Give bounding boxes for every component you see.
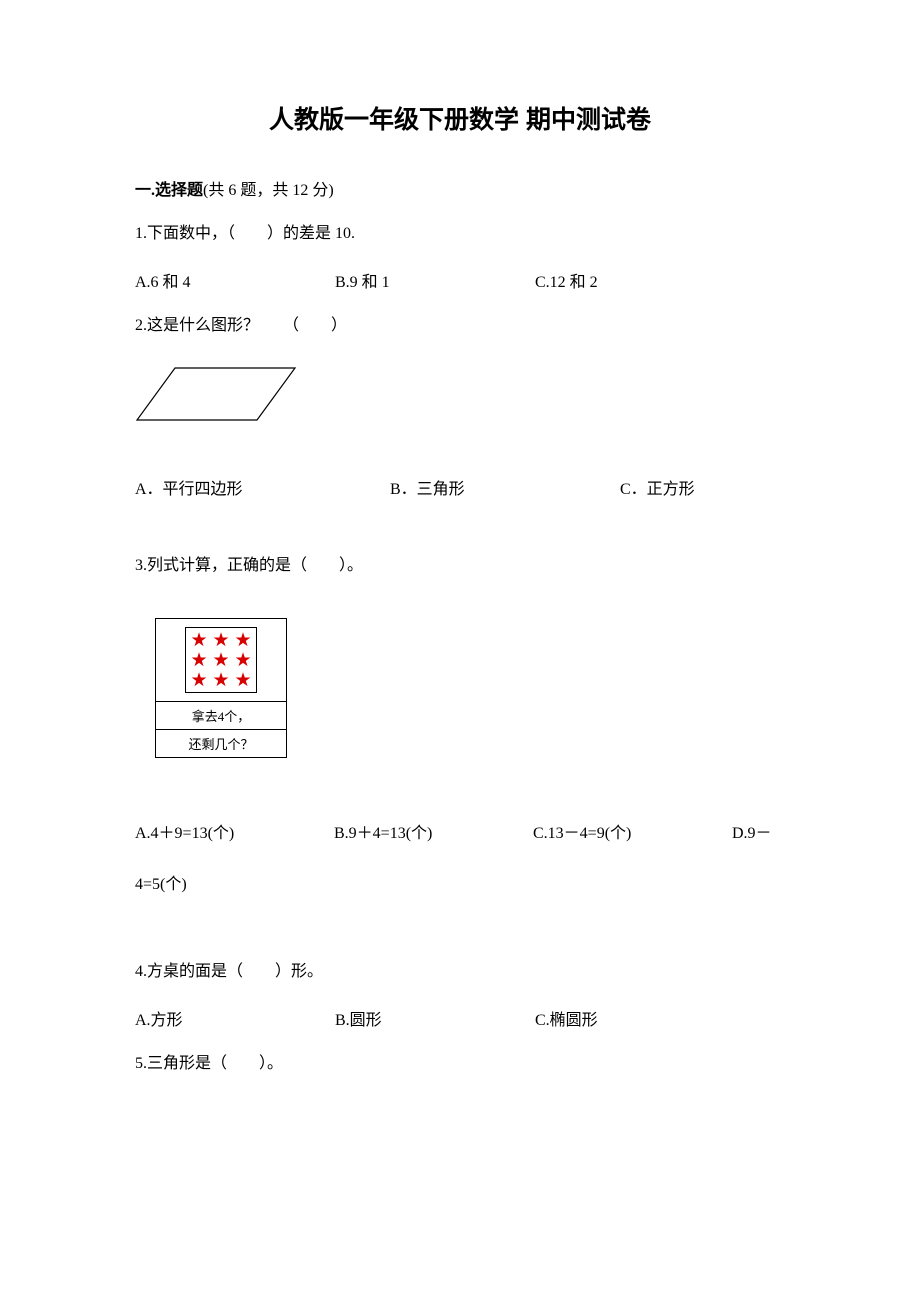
q3-options: A.4＋9=13(个) B.9＋4=13(个) C.13－4=9(个) D.9－…	[135, 808, 785, 910]
q3-option-c[interactable]: C.13－4=9(个)	[533, 808, 728, 859]
exam-page: 人教版一年级下册数学 期中测试卷 一.选择题(共 6 题，共 12 分) 1.下…	[0, 0, 920, 1158]
q3-option-d-part1[interactable]: D.9－	[732, 808, 772, 859]
star-icon: ★	[210, 650, 232, 670]
star-icon: ★	[188, 670, 210, 690]
q5-text: 5.三角形是（ ）。	[135, 1052, 785, 1076]
q3-option-b[interactable]: B.9＋4=13(个)	[334, 808, 529, 859]
q3-figure-card: ★ ★ ★ ★ ★ ★ ★ ★ ★ 拿去4个， 还剩几个？	[155, 618, 287, 758]
q1-option-a[interactable]: A.6 和 4	[135, 268, 335, 292]
q3-stars-container: ★ ★ ★ ★ ★ ★ ★ ★ ★	[156, 619, 286, 701]
q3-option-d-part2[interactable]: 4=5(个)	[135, 876, 187, 893]
q4-option-c[interactable]: C.椭圆形	[535, 1006, 735, 1030]
q1-option-c[interactable]: C.12 和 2	[535, 268, 735, 292]
q2-option-b[interactable]: B．三角形	[390, 475, 620, 499]
q3-box-line2: 还剩几个？	[156, 729, 286, 757]
q4-option-a[interactable]: A.方形	[135, 1006, 335, 1030]
section-heading: 一.选择题(共 6 题，共 12 分)	[135, 176, 785, 200]
q3-text: 3.列式计算，正确的是（ ）。	[135, 554, 785, 578]
star-icon: ★	[232, 650, 254, 670]
q2-options: A．平行四边形 B．三角形 C．正方形	[135, 475, 785, 499]
page-title: 人教版一年级下册数学 期中测试卷	[135, 100, 785, 136]
q1-options: A.6 和 4 B.9 和 1 C.12 和 2	[135, 268, 785, 292]
q2-option-a[interactable]: A．平行四边形	[135, 475, 390, 499]
q1-option-b[interactable]: B.9 和 1	[335, 268, 535, 292]
star-icon: ★	[210, 630, 232, 650]
q2-figure	[135, 360, 785, 435]
q4-option-b[interactable]: B.圆形	[335, 1006, 535, 1030]
q4-options: A.方形 B.圆形 C.椭圆形	[135, 1006, 785, 1030]
star-icon: ★	[188, 650, 210, 670]
section-heading-meta: (共 6 题，共 12 分)	[203, 182, 334, 199]
q1-text: 1.下面数中，（ ）的差是 10.	[135, 222, 785, 246]
spacer	[135, 910, 785, 960]
q3-box-line1: 拿去4个，	[156, 701, 286, 729]
star-icon: ★	[232, 670, 254, 690]
q3-stars-grid: ★ ★ ★ ★ ★ ★ ★ ★ ★	[185, 627, 257, 693]
q2-option-c[interactable]: C．正方形	[620, 475, 695, 499]
star-icon: ★	[188, 630, 210, 650]
section-heading-label: 一.选择题	[135, 182, 203, 199]
star-icon: ★	[232, 630, 254, 650]
q4-text: 4.方桌的面是（ ）形。	[135, 960, 785, 984]
q2-text: 2.这是什么图形？ （ ）	[135, 314, 785, 338]
star-icon: ★	[210, 670, 232, 690]
q3-option-a[interactable]: A.4＋9=13(个)	[135, 808, 330, 859]
parallelogram-icon	[135, 360, 305, 430]
